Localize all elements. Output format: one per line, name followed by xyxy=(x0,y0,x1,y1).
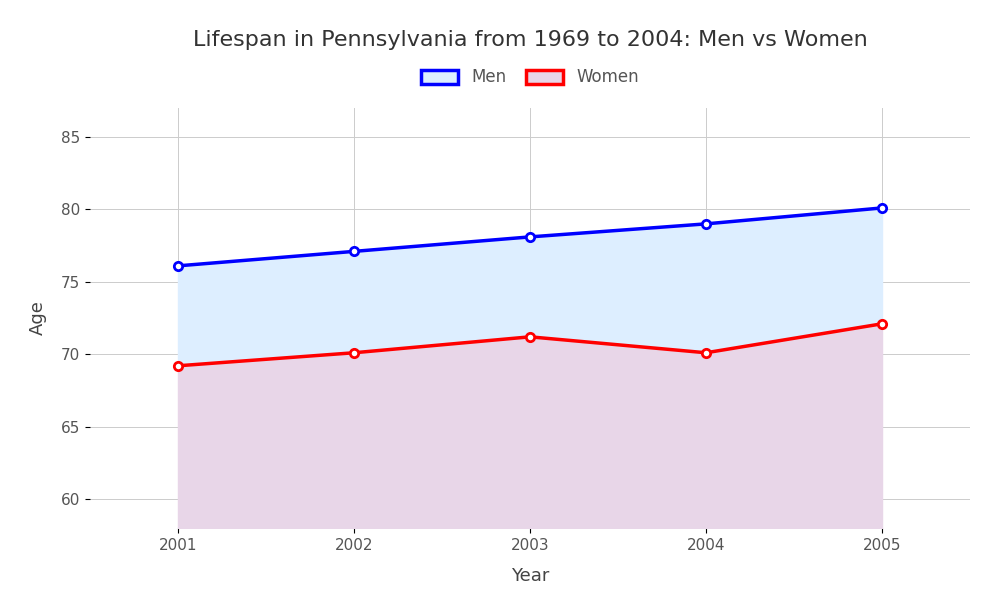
Legend: Men, Women: Men, Women xyxy=(414,62,646,93)
Title: Lifespan in Pennsylvania from 1969 to 2004: Men vs Women: Lifespan in Pennsylvania from 1969 to 20… xyxy=(193,29,867,49)
X-axis label: Year: Year xyxy=(511,566,549,584)
Y-axis label: Age: Age xyxy=(29,301,47,335)
